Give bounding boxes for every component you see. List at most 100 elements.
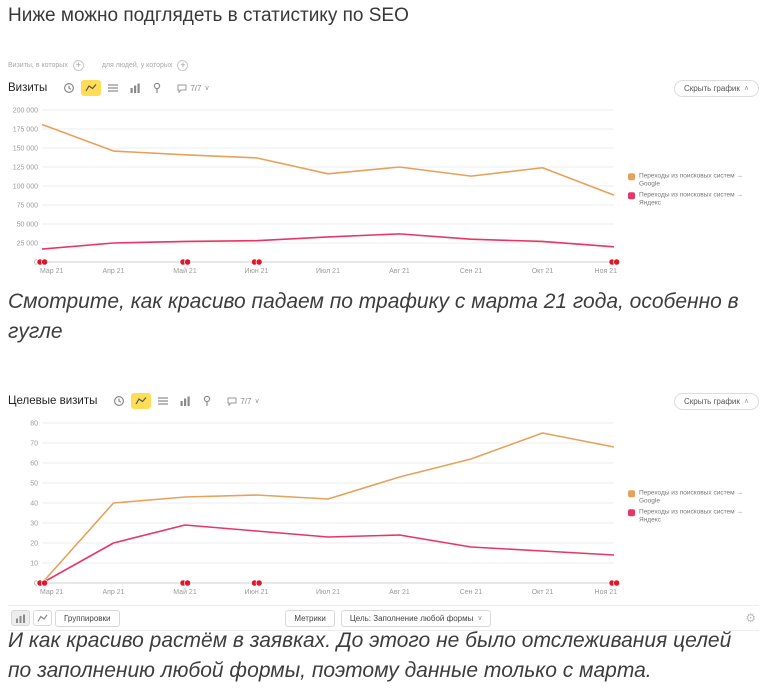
svg-text:60: 60: [30, 461, 38, 468]
groupings-button[interactable]: Группировки: [55, 609, 120, 627]
rows-view-button[interactable]: [103, 80, 123, 96]
bar-chart-icon: [16, 614, 25, 623]
svg-text:10: 10: [30, 561, 38, 568]
chevron-down-icon: ∨: [477, 615, 483, 622]
svg-text:Июл 21: Июл 21: [316, 268, 340, 275]
svg-text:150 000: 150 000: [13, 146, 38, 153]
visits-chart-area: 0 25 000 50 000 75 000 100 000 125 000 150 000…: [8, 104, 759, 276]
leads-caption: И как красиво растём в заявках. До этого…: [8, 629, 732, 682]
svg-text:20: 20: [30, 541, 38, 548]
svg-text:Июл 21: Июл 21: [316, 589, 340, 596]
goal-visits-chart-area: 0 10 20 30 40 50 60 70 80 Мар 21 Апр 21 Май 21 Июн 2…: [8, 417, 759, 597]
speech-bubble-icon: [227, 397, 237, 406]
svg-text:0: 0: [34, 581, 38, 588]
svg-text:Ноя 21: Ноя 21: [595, 589, 618, 596]
rows-icon: [158, 397, 169, 405]
rows-view-button[interactable]: [153, 393, 173, 409]
chevron-up-icon: ∧: [743, 398, 749, 405]
svg-text:100 000: 100 000: [13, 184, 38, 191]
line-chart-icon: [135, 397, 147, 405]
legend-item[interactable]: Переходы из поисковых систем → Яндекс: [628, 509, 759, 525]
visits-line-chart: 0 25 000 50 000 75 000 100 000 125 000 150 000…: [13, 108, 620, 275]
svg-text:0: 0: [34, 260, 38, 267]
chevron-up-icon: ∧: [743, 85, 749, 92]
svg-text:Июн 21: Июн 21: [245, 589, 269, 596]
svg-text:Окт 21: Окт 21: [532, 589, 554, 596]
svg-text:Июн 21: Июн 21: [245, 268, 269, 275]
traffic-caption: Смотрите, как красиво падаем по трафику …: [8, 290, 739, 343]
svg-text:25 000: 25 000: [17, 241, 39, 248]
map-pin-view-button[interactable]: [147, 80, 167, 96]
legend-swatch: [628, 192, 635, 200]
add-visits-filter-button[interactable]: +: [72, 59, 84, 71]
bar-chart-icon: [180, 396, 191, 406]
bar-chart-view-button[interactable]: [125, 80, 145, 96]
chevron-down-icon: ∨: [254, 398, 260, 405]
metrics-button[interactable]: Метрики: [285, 609, 335, 627]
line-view-toggle-button[interactable]: [33, 610, 52, 626]
svg-text:175 000: 175 000: [13, 127, 38, 134]
svg-text:75 000: 75 000: [17, 203, 39, 210]
svg-text:Авг 21: Авг 21: [389, 589, 410, 596]
line-chart-icon: [85, 84, 97, 92]
legend-swatch: [628, 490, 635, 498]
svg-text:50: 50: [30, 481, 38, 488]
svg-text:30: 30: [30, 521, 38, 528]
svg-text:80: 80: [30, 421, 38, 428]
svg-text:Мар 21: Мар 21: [40, 268, 64, 275]
legend-label: Переходы из поисковых систем → Google: [639, 172, 743, 188]
report-settings-toolbar: Группировки Метрики Цель: Заполнение люб…: [8, 605, 759, 631]
svg-text:125 000: 125 000: [13, 165, 38, 172]
segment-filters-row: Визиты, в которых + для людей, у которых…: [8, 58, 759, 72]
history-view-button[interactable]: [109, 393, 129, 409]
map-pin-view-button[interactable]: [197, 393, 217, 409]
svg-text:Апр 21: Апр 21: [102, 268, 124, 275]
comments-period-dropdown[interactable]: 7/7 ∨: [227, 396, 260, 406]
chart-toolbar: Визиты: [8, 78, 759, 98]
legend-swatch: [628, 173, 635, 181]
legend-item[interactable]: Переходы из поисковых систем → Яндекс: [628, 192, 759, 208]
line-chart-view-button[interactable]: [131, 393, 152, 409]
history-icon: [64, 82, 75, 94]
history-view-button[interactable]: [59, 80, 79, 96]
visits-chart-widget: Визиты, в которых + для людей, у которых…: [8, 58, 759, 276]
chart-toolbar: Целевые визиты: [8, 391, 759, 411]
goal-select-dropdown[interactable]: Цель: Заполнение любой формы ∨: [340, 609, 492, 627]
svg-text:Сен 21: Сен 21: [460, 589, 483, 596]
line-chart-view-button[interactable]: [81, 80, 102, 96]
svg-text:Мар 21: Мар 21: [40, 589, 64, 596]
period-value: 7/7: [190, 83, 202, 93]
svg-text:Ноя 21: Ноя 21: [595, 268, 618, 275]
svg-text:40: 40: [30, 501, 38, 508]
svg-text:Окт 21: Окт 21: [532, 268, 554, 275]
people-filter-label: для людей, у которых: [101, 61, 173, 69]
legend-item[interactable]: Переходы из поисковых систем → Google: [628, 489, 759, 505]
history-icon: [114, 395, 125, 407]
legend-item[interactable]: Переходы из поисковых систем → Google: [628, 172, 759, 188]
hide-chart-button[interactable]: Скрыть график ∧: [673, 392, 759, 410]
visits-filter-label: Визиты, в которых: [8, 61, 68, 69]
rows-icon: [108, 84, 119, 92]
bar-chart-view-button[interactable]: [175, 393, 195, 409]
bar-chart-icon: [130, 83, 141, 93]
svg-text:Апр 21: Апр 21: [102, 589, 124, 596]
legend-label: Переходы из поисковых систем → Яндекс: [639, 508, 743, 524]
chevron-down-icon: ∨: [204, 85, 210, 92]
comments-period-dropdown[interactable]: 7/7 ∨: [177, 83, 210, 93]
svg-text:Май 21: Май 21: [173, 588, 197, 596]
settings-gear-icon[interactable]: ⚙: [745, 611, 756, 625]
legend-swatch: [628, 509, 635, 517]
svg-text:70: 70: [30, 441, 38, 448]
svg-text:200 000: 200 000: [13, 108, 38, 115]
goal-visits-chart-legend: Переходы из поисковых систем → Google Пер…: [628, 486, 759, 528]
goal-visits-line-chart: 0 10 20 30 40 50 60 70 80 Мар 21 Апр 21 Май 21 Июн 2…: [30, 421, 620, 596]
add-people-filter-button[interactable]: +: [177, 59, 189, 71]
bar-view-toggle-button[interactable]: [11, 610, 30, 626]
legend-label: Переходы из поисковых систем → Google: [639, 489, 743, 505]
line-chart-icon: [37, 614, 48, 622]
page-title: Ниже можно подглядеть в статистику по SE…: [8, 5, 409, 26]
period-value: 7/7: [240, 396, 252, 406]
speech-bubble-icon: [177, 84, 187, 93]
hide-chart-button[interactable]: Скрыть график ∧: [673, 79, 759, 97]
chart-title: Целевые визиты: [8, 395, 98, 407]
